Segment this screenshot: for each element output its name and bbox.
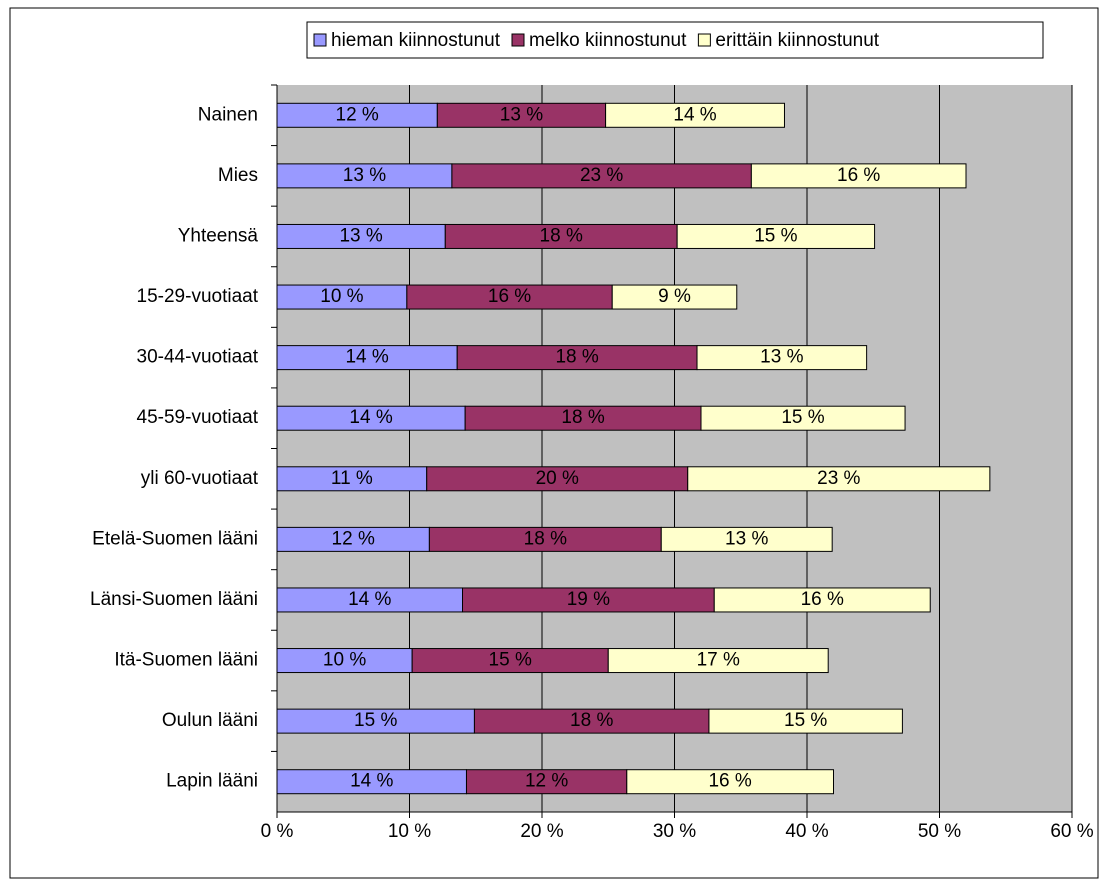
bar-segment (626, 769, 834, 795)
data-label: 11 % (331, 468, 373, 489)
bar-segment (276, 769, 467, 795)
bar-segment (607, 648, 829, 674)
bar-segment (276, 466, 428, 492)
data-label: 14 % (349, 407, 392, 428)
data-label: 15 % (354, 710, 397, 731)
bar-segment (465, 769, 628, 795)
bar-segment (605, 102, 785, 128)
data-label: 13 % (725, 528, 768, 549)
bar-segment (676, 223, 876, 249)
data-label: 18 % (540, 225, 583, 246)
legend-box (306, 21, 1044, 59)
bar-segment (276, 405, 466, 431)
bar-segment (444, 223, 678, 249)
bar-segment (276, 284, 408, 310)
bar-segment (428, 526, 662, 552)
x-tick-label: 0 % (261, 821, 294, 842)
bar-segment (276, 587, 463, 613)
y-tick-label: Oulun lääni (162, 710, 258, 731)
data-label: 23 % (580, 165, 623, 186)
x-tick-label: 50 % (918, 821, 961, 842)
data-label: 10 % (323, 650, 366, 671)
x-tick-label: 20 % (520, 821, 563, 842)
data-label: 17 % (697, 650, 740, 671)
data-label: 12 % (336, 104, 379, 125)
data-label: 14 % (348, 589, 391, 610)
y-tick-label: Yhteensä (178, 225, 259, 246)
data-label: 16 % (708, 771, 751, 792)
data-label: 18 % (570, 710, 613, 731)
y-tick-label: Länsi-Suomen lääni (90, 589, 258, 610)
data-label: 13 % (760, 347, 803, 368)
bar-segment (276, 163, 453, 189)
data-label: 20 % (536, 468, 579, 489)
legend-label: hieman kiinnostunut (331, 30, 501, 51)
data-label: 13 % (339, 225, 382, 246)
data-label: 12 % (332, 528, 375, 549)
legend-label: melko kiinnostunut (529, 30, 687, 51)
bar-segment (276, 708, 475, 734)
bar-segment (696, 345, 868, 371)
data-label: 15 % (781, 407, 824, 428)
data-label: 19 % (567, 589, 610, 610)
data-label: 23 % (817, 468, 860, 489)
y-tick-label: Mies (218, 165, 258, 186)
data-label: 16 % (801, 589, 844, 610)
bar-segment (464, 405, 702, 431)
data-label: 14 % (350, 771, 393, 792)
bar-segment (708, 708, 903, 734)
data-label: 18 % (561, 407, 604, 428)
bar-segment (426, 466, 689, 492)
bar-segment (276, 102, 438, 128)
x-tick-label: 40 % (785, 821, 828, 842)
x-tick-label: 60 % (1050, 821, 1093, 842)
data-label: 13 % (343, 165, 386, 186)
legend-swatch (697, 33, 711, 47)
y-tick-label: Itä-Suomen lääni (114, 650, 258, 671)
y-tick-label: 15-29-vuotiaat (137, 286, 259, 307)
data-label: 12 % (525, 771, 568, 792)
data-label: 18 % (555, 347, 598, 368)
legend-swatch (313, 33, 327, 47)
bar-segment (611, 284, 738, 310)
y-tick-label: 45-59-vuotiaat (137, 407, 259, 428)
data-label: 18 % (524, 528, 567, 549)
data-label: 9 % (658, 286, 691, 307)
data-label: 14 % (673, 104, 716, 125)
data-label: 16 % (488, 286, 531, 307)
x-tick-label: 30 % (653, 821, 696, 842)
bar-segment (276, 526, 430, 552)
data-label: 15 % (489, 650, 532, 671)
bar-segment (276, 345, 458, 371)
bar-segment (406, 284, 613, 310)
y-tick-label: yli 60-vuotiaat (141, 468, 259, 489)
data-label: 15 % (784, 710, 827, 731)
bar-segment (456, 345, 698, 371)
data-label: 15 % (754, 225, 797, 246)
y-tick-label: Nainen (198, 104, 258, 125)
data-label: 14 % (345, 347, 388, 368)
bar-segment (411, 648, 609, 674)
legend-label: erittäin kiinnostunut (715, 30, 879, 51)
bar-segment (750, 163, 967, 189)
bar-segment (687, 466, 991, 492)
data-label: 13 % (500, 104, 543, 125)
y-tick-label: Lapin lääni (166, 771, 258, 792)
x-tick-label: 10 % (388, 821, 431, 842)
bar-segment (700, 405, 906, 431)
data-label: 10 % (320, 286, 363, 307)
y-tick-label: Etelä-Suomen lääni (92, 528, 258, 549)
bar-segment (713, 587, 931, 613)
data-label: 16 % (837, 165, 880, 186)
bar-segment (473, 708, 710, 734)
legend-swatch (511, 33, 525, 47)
y-tick-label: 30-44-vuotiaat (137, 347, 259, 368)
bar-segment (660, 526, 833, 552)
